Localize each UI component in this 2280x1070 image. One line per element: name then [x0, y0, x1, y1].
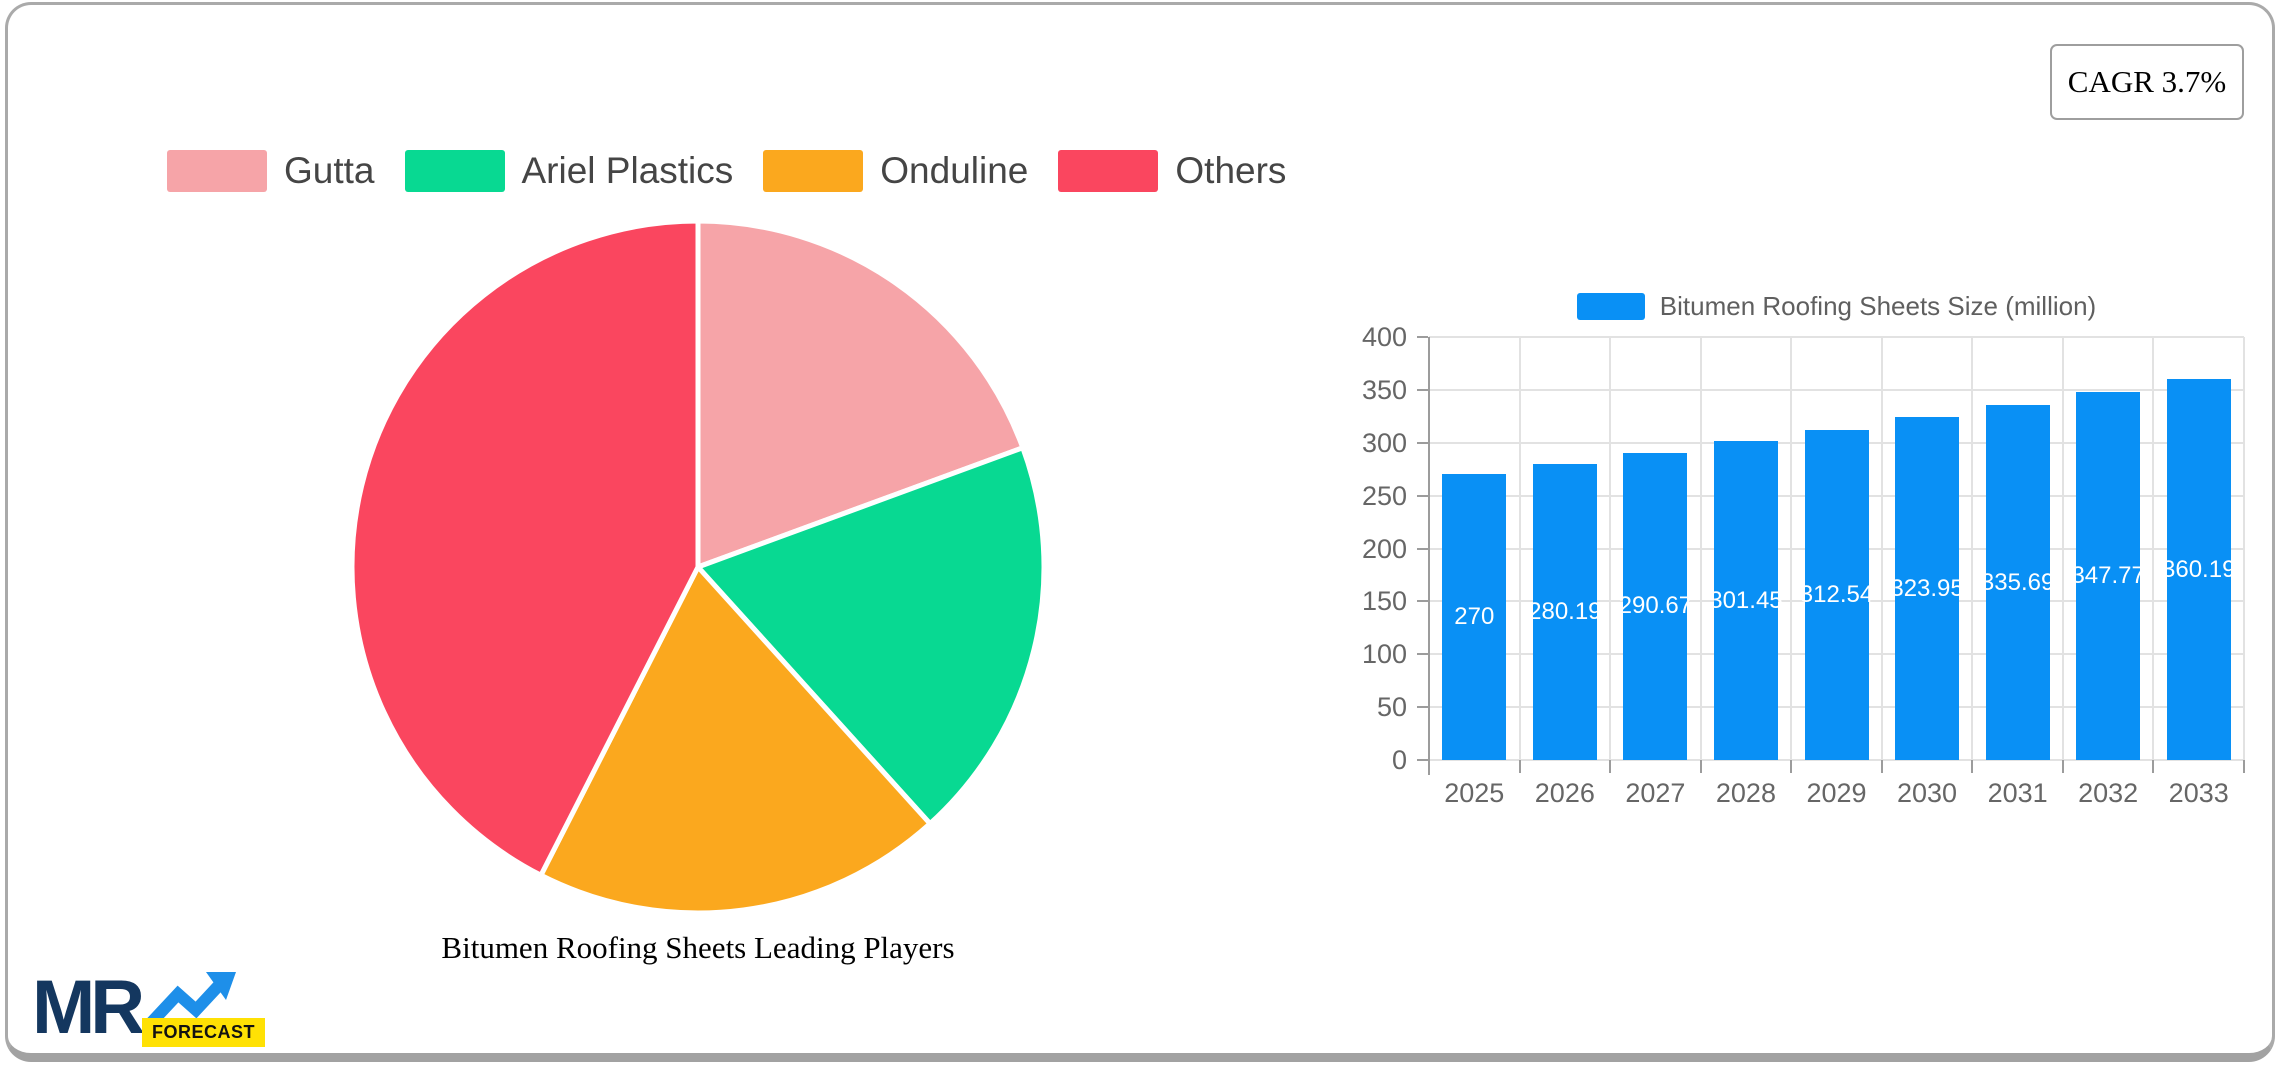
x-axis-tick — [1518, 760, 1521, 773]
mr-forecast-logo: MR FORECAST — [32, 965, 265, 1056]
y-axis-label: 50 — [1376, 692, 1407, 723]
x-axis-label: 2033 — [2168, 778, 2229, 808]
bar-2026[interactable] — [1532, 463, 1597, 760]
bar-legend[interactable]: Bitumen Roofing Sheets Size (million) — [1429, 291, 2244, 321]
bar-value-label: 301.45 — [1709, 586, 1783, 614]
y-axis-label: 300 — [1361, 427, 1407, 458]
pie-slice-ariel-plastics[interactable] — [695, 445, 1047, 827]
gridline-vertical — [1609, 337, 1612, 760]
pie-slice-gutta[interactable] — [695, 218, 1026, 570]
pie-legend-label: Onduline — [880, 150, 1029, 191]
bar-2031[interactable] — [1985, 405, 2050, 760]
x-axis-tick — [2061, 760, 2064, 773]
logo-mr-text: MR — [32, 965, 145, 1050]
x-axis-tick — [2243, 760, 2245, 773]
gridline-vertical — [2061, 337, 2064, 760]
y-axis-tick — [1417, 494, 1428, 497]
x-axis-label: 2032 — [2078, 778, 2139, 808]
pie-legend-item-ariel-plastics[interactable]: Ariel Plastics — [404, 150, 734, 192]
bar-chart-plot: 0 50 100 150 200 250 300 350 400 270 2025 280.19 202… — [1362, 324, 2245, 808]
logo-forecast-text: FORECAST — [142, 1018, 265, 1047]
gridline-vertical — [1971, 337, 1974, 760]
pie-legend-item-gutta[interactable]: Gutta — [167, 150, 375, 192]
pie-legend-swatch — [167, 150, 267, 192]
x-axis-tick — [1880, 760, 1883, 773]
y-axis-tick — [1417, 336, 1428, 338]
y-axis-label: 350 — [1361, 374, 1407, 405]
gridline-horizontal — [1429, 759, 2244, 761]
x-axis-label: 2029 — [1806, 778, 1867, 808]
x-axis-label: 2026 — [1534, 778, 1595, 808]
y-axis-tick — [1417, 706, 1428, 709]
bar-value-label: 360.19 — [2162, 555, 2236, 583]
bar-value-label: 280.19 — [1528, 597, 1602, 625]
x-axis-label: 2025 — [1444, 778, 1505, 808]
pie-legend-swatch — [1058, 150, 1159, 192]
bar-legend-label: Bitumen Roofing Sheets Size (million) — [1659, 290, 2097, 321]
bar-2030[interactable] — [1895, 417, 1960, 760]
x-axis-label: 2027 — [1625, 778, 1686, 808]
gridline-vertical — [1790, 337, 1793, 760]
pie-legend-item-onduline[interactable]: Onduline — [763, 150, 1028, 192]
pie-title: Bitumen Roofing Sheets Leading Players — [441, 930, 955, 965]
y-axis-tick — [1417, 600, 1428, 603]
gridline-vertical — [1699, 337, 1702, 760]
y-axis-tick — [1417, 547, 1428, 550]
gridline-vertical — [1880, 337, 1883, 760]
x-axis-tick — [1971, 760, 1974, 773]
pie-svg — [349, 218, 1047, 916]
x-axis-label: 2030 — [1897, 778, 1958, 808]
bar-2027[interactable] — [1623, 452, 1688, 760]
cagr-label: CAGR 3.7% — [2067, 64, 2227, 99]
x-axis-label: 2031 — [1987, 778, 2048, 808]
bar-value-label: 323.95 — [1890, 574, 1964, 602]
bar-value-label: 335.69 — [1980, 568, 2055, 596]
gridline-horizontal — [1429, 388, 2244, 391]
bar-2033[interactable] — [2166, 379, 2231, 760]
bar-2029[interactable] — [1804, 429, 1869, 760]
gridline-vertical — [2243, 337, 2245, 760]
y-axis-tick — [1417, 388, 1428, 391]
bar-value-label: 290.67 — [1618, 592, 1693, 620]
bar-value-label: 270 — [1454, 603, 1495, 631]
y-axis-tick — [1417, 653, 1428, 656]
pie-legend: Gutta Ariel Plastics Onduline Others — [167, 150, 1286, 192]
pie-legend-item-others[interactable]: Others — [1058, 150, 1286, 192]
pie-legend-swatch — [404, 150, 505, 192]
gridline-vertical — [2152, 337, 2155, 760]
y-axis-label: 100 — [1361, 639, 1407, 670]
y-axis-label: 150 — [1361, 586, 1407, 617]
bar-value-label: 347.77 — [2071, 562, 2145, 590]
pie-slice-onduline[interactable] — [538, 564, 933, 916]
pie-legend-label: Ariel Plastics — [521, 150, 734, 191]
x-axis-tick — [1699, 760, 1702, 773]
y-axis-tick — [1417, 441, 1428, 444]
bar-2028[interactable] — [1713, 441, 1778, 760]
pie-chart — [348, 217, 1048, 917]
y-axis-label: 400 — [1361, 322, 1407, 352]
pie-legend-label: Gutta — [284, 150, 375, 191]
bar-2032[interactable] — [2076, 392, 2141, 760]
bar-legend-swatch — [1576, 292, 1645, 320]
y-axis-tick — [1417, 759, 1428, 761]
x-axis-label: 2028 — [1715, 778, 1776, 808]
pie-legend-label: Others — [1175, 150, 1287, 191]
x-axis-tick — [1790, 760, 1793, 773]
x-axis-tick — [1609, 760, 1612, 773]
y-axis-line — [1428, 337, 1430, 775]
cagr-badge: CAGR 3.7% — [2050, 44, 2244, 120]
bar-2025[interactable] — [1442, 474, 1507, 760]
y-axis-label: 0 — [1391, 745, 1407, 775]
y-axis-label: 200 — [1361, 533, 1407, 564]
y-axis-label: 250 — [1361, 480, 1407, 511]
x-axis-tick — [2152, 760, 2155, 773]
bar-value-label: 312.54 — [1799, 580, 1874, 608]
gridline-vertical — [1518, 337, 1521, 760]
gridline-horizontal — [1429, 336, 2244, 338]
trend-arrow-icon — [145, 972, 236, 1029]
pie-legend-swatch — [763, 150, 864, 192]
pie-slice-others[interactable] — [349, 218, 701, 878]
